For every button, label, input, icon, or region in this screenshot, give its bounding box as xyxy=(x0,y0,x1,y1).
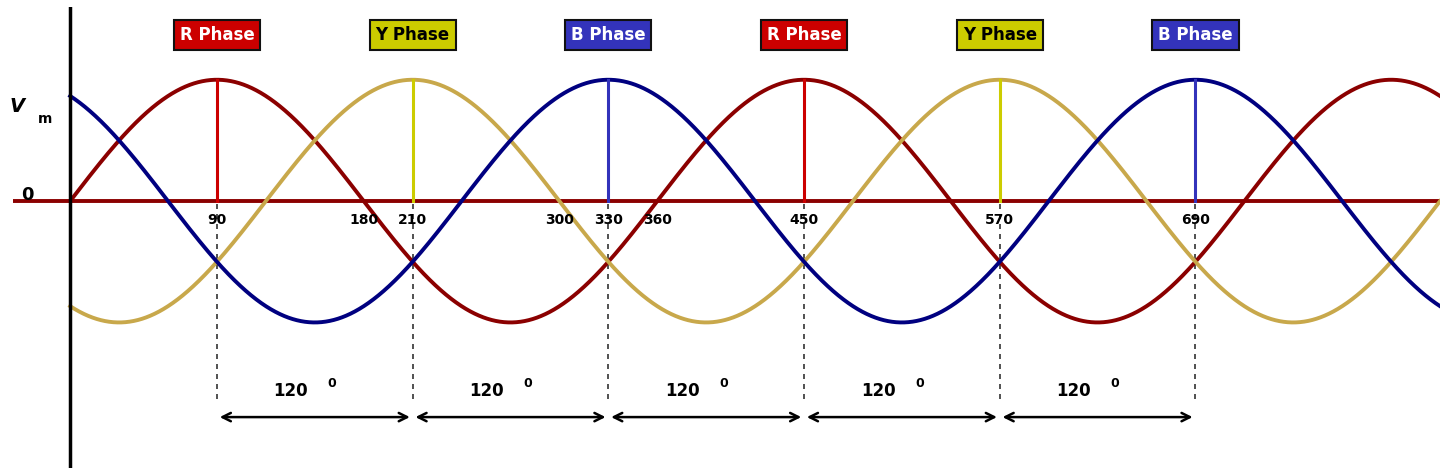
Text: 210: 210 xyxy=(398,213,427,227)
Text: 0: 0 xyxy=(524,378,532,390)
Text: 0: 0 xyxy=(915,378,923,390)
Text: m: m xyxy=(38,112,52,125)
Text: 0: 0 xyxy=(1111,378,1120,390)
Text: 120: 120 xyxy=(273,382,308,400)
Text: 690: 690 xyxy=(1181,213,1210,227)
Text: 0: 0 xyxy=(22,186,35,204)
Text: B Phase: B Phase xyxy=(1158,26,1233,44)
Text: 120: 120 xyxy=(666,382,700,400)
Text: 360: 360 xyxy=(642,213,671,227)
Text: 570: 570 xyxy=(985,213,1014,227)
Text: 450: 450 xyxy=(790,213,819,227)
Text: R Phase: R Phase xyxy=(767,26,841,44)
Text: 90: 90 xyxy=(207,213,227,227)
Text: 120: 120 xyxy=(469,382,504,400)
Text: 0: 0 xyxy=(328,378,337,390)
Text: B Phase: B Phase xyxy=(572,26,645,44)
Text: 300: 300 xyxy=(546,213,574,227)
Text: R Phase: R Phase xyxy=(179,26,255,44)
Text: Y Phase: Y Phase xyxy=(376,26,450,44)
Text: 120: 120 xyxy=(1056,382,1091,400)
Text: 120: 120 xyxy=(861,382,896,400)
Text: 330: 330 xyxy=(593,213,622,227)
Text: Y Phase: Y Phase xyxy=(962,26,1037,44)
Text: V: V xyxy=(9,97,25,116)
Text: 0: 0 xyxy=(719,378,728,390)
Text: 180: 180 xyxy=(349,213,378,227)
